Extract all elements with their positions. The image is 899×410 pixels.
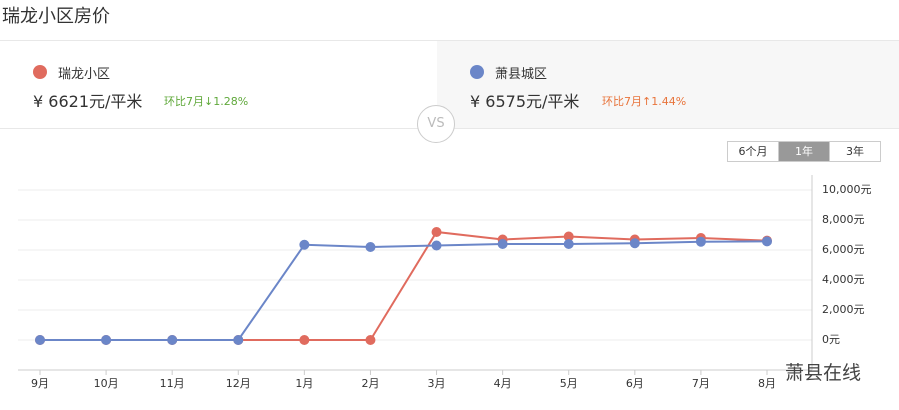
range-button[interactable]: 3年 <box>829 142 880 161</box>
point <box>563 239 574 249</box>
x-tick-label: 8月 <box>758 377 776 390</box>
y-tick-label: 2,000元 <box>822 303 865 316</box>
legend-dot <box>33 65 47 79</box>
page-title: 瑞龙小区房价 <box>2 6 110 27</box>
card-price-wrap: ¥ 6575元/平米 <box>470 88 579 112</box>
y-tick-label: 8,000元 <box>822 213 865 226</box>
x-tick-label: 10月 <box>94 377 119 390</box>
point <box>101 335 112 345</box>
x-tick-label: 2月 <box>361 377 379 390</box>
point <box>365 335 376 345</box>
card-price-wrap: ¥ 6621元/平米 <box>33 88 142 112</box>
change: 环比7月↓1.28% <box>164 95 249 108</box>
y-tick-label: 4,000元 <box>822 273 865 286</box>
price: 6575元/平米 <box>485 92 580 111</box>
point <box>629 238 640 249</box>
point <box>762 236 772 247</box>
card: 瑞龙小区 ¥ 6621元/平米 环比7月↓1.28% <box>0 41 437 128</box>
point <box>365 242 376 252</box>
currency: ¥ <box>33 92 44 111</box>
x-tick-label: 5月 <box>560 377 578 390</box>
point <box>431 227 442 237</box>
price: 6621元/平米 <box>48 92 143 111</box>
range-button[interactable]: 1年 <box>778 142 829 161</box>
card-name: 瑞龙小区 <box>58 67 111 82</box>
point <box>167 335 178 345</box>
y-tick-label: 6,000元 <box>822 243 865 256</box>
point <box>563 231 574 242</box>
y-tick-label: 0元 <box>822 333 840 346</box>
card-name: 萧县城区 <box>495 67 548 82</box>
point <box>35 335 45 345</box>
card: 萧县城区 ¥ 6575元/平米 环比7月↑1.44% <box>437 41 899 128</box>
point <box>431 240 442 251</box>
x-tick-label: 9月 <box>31 377 49 390</box>
point <box>497 239 508 249</box>
x-tick-label: 12月 <box>226 377 251 390</box>
series-line <box>40 230 768 341</box>
point <box>233 335 244 345</box>
point <box>299 335 310 345</box>
x-tick-label: 11月 <box>160 377 185 390</box>
x-tick-label: 6月 <box>626 377 644 390</box>
x-tick-label: 7月 <box>692 377 710 390</box>
x-tick-label: 3月 <box>428 377 446 390</box>
point <box>695 236 706 247</box>
x-tick-label: 4月 <box>494 377 512 390</box>
currency: ¥ <box>470 92 481 111</box>
x-tick-label: 1月 <box>295 377 313 390</box>
range-buttons: 6个月 1年 3年 <box>727 141 881 162</box>
range-button[interactable]: 6个月 <box>738 145 768 158</box>
y-tick-label: 10,000元 <box>822 183 872 196</box>
legend-dot <box>470 65 484 79</box>
compare-cards: 瑞龙小区 ¥ 6621元/平米 环比7月↓1.28% 萧县城区 ¥ 6575元/… <box>0 40 899 143</box>
series-line <box>40 240 768 341</box>
vs-badge: VS <box>417 105 455 143</box>
change: 环比7月↑1.44% <box>602 95 687 108</box>
watermark: 萧县在线 <box>785 362 862 384</box>
point <box>299 239 310 250</box>
